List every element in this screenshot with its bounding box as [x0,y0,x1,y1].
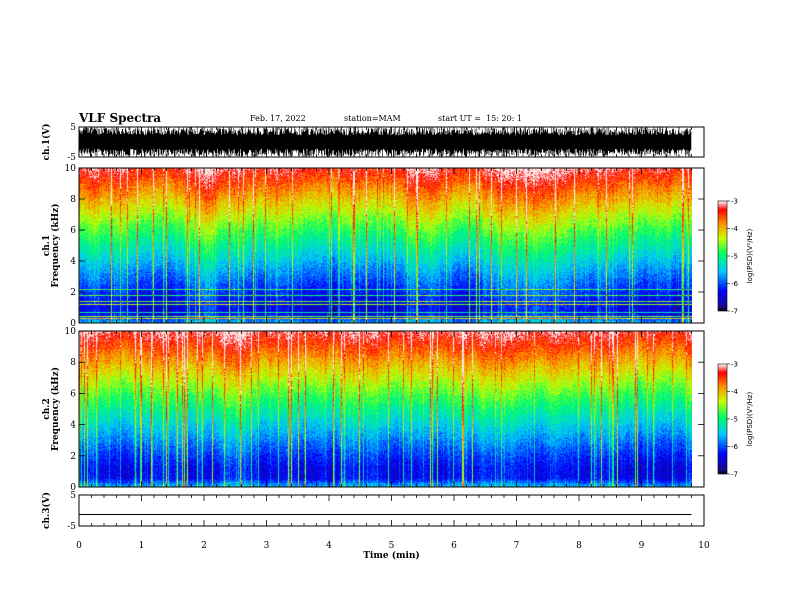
y-tick-label: 0 [70,483,76,493]
y-axis-label: Frequency (kHz) [50,203,61,287]
x-tick-label: 2 [201,541,207,551]
y-tick-label: 0 [70,319,76,329]
y-tick-label: 8 [70,358,76,368]
x-tick-label: 0 [76,541,82,551]
y-tick-label: 6 [70,226,76,236]
y-tick-label: 10 [65,327,77,337]
start-time-label: start UT = 15: 20: 1 [438,114,523,123]
colorbar [717,363,728,475]
ch1-waveform-line [78,127,692,157]
colorbar-tick-label: -5 [731,416,738,424]
y-tick-label: -5 [67,522,76,532]
date-label: Feb. 17, 2022 [250,114,306,123]
colorbar-tick-label: -6 [731,280,739,288]
x-tick-label: 6 [451,541,457,551]
y-axis-label: ch.1 [42,235,52,256]
x-tick-label: 10 [698,541,710,551]
spectrogram-image [79,331,692,487]
x-tick-label: 7 [514,541,520,551]
colorbar-label: log(PSD)(V²/Hz) [746,228,754,283]
y-tick-label: 5 [70,491,76,501]
figure-title: VLF Spectra [79,111,162,125]
y-tick-label: 4 [70,257,76,267]
colorbar-tick-label: -7 [731,308,738,316]
x-tick-label: 5 [389,541,395,551]
spectrogram-image [79,168,692,323]
colorbar-tick-label: -7 [731,471,738,479]
colorbar-tick-label: -6 [731,443,739,451]
y-axis-label: ch.3(V) [41,492,52,529]
x-tick-label: 1 [139,541,145,551]
colorbar-tick-label: -4 [731,388,739,396]
y-tick-label: 2 [70,452,76,462]
x-tick-label: 3 [264,541,270,551]
y-axis-label: Frequency (kHz) [50,367,61,451]
y-tick-label: -5 [67,153,76,163]
y-tick-label: 10 [65,164,77,174]
y-axis-label: ch.1(V) [41,124,52,161]
x-tick-label: 9 [639,541,645,551]
colorbar [717,200,728,312]
y-tick-label: 2 [70,288,76,298]
x-axis-label: Time (min) [363,550,420,561]
station-label: station=MAM [344,114,401,123]
y-tick-label: 8 [70,195,76,205]
colorbar-tick-label: -4 [731,225,739,233]
colorbar-tick-label: -5 [731,253,738,261]
x-tick-label: 4 [326,541,332,551]
y-axis-label: ch.2 [42,398,52,419]
y-tick-label: 5 [70,123,76,133]
y-tick-label: 6 [70,389,76,399]
colorbar-label: log(PSD)(V²/Hz) [746,391,754,446]
colorbar-tick-label: -3 [731,361,738,369]
y-tick-label: 4 [70,421,76,431]
colorbar-tick-label: -3 [731,198,738,206]
x-tick-label: 8 [576,541,582,551]
